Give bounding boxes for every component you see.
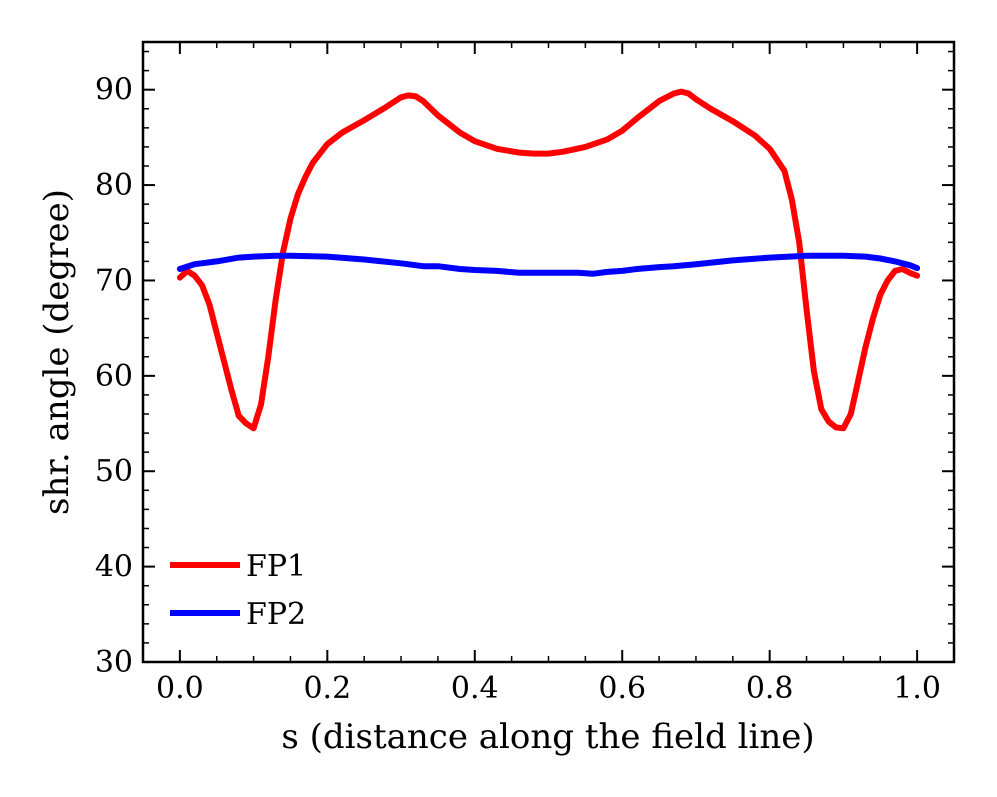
- tick-layer: [143, 42, 954, 663]
- y-tick-label: 50: [95, 454, 133, 489]
- legend-label-fp2: FP2: [246, 597, 306, 632]
- legend-label-fp1: FP1: [246, 549, 306, 584]
- y-tick-label: 40: [95, 550, 133, 585]
- x-axis-label: s (distance along the field line): [281, 717, 814, 757]
- series-layer: [176, 88, 921, 432]
- x-tick-label: 1.0: [893, 671, 941, 706]
- label-layer: 0.0 0.2 0.4 0.6 0.8 1.0 30 40 50 60 70 80 90: [95, 73, 941, 706]
- x-tick-label: 0.2: [303, 671, 351, 706]
- legend: FP1 FP2: [170, 549, 306, 632]
- x-tick-label: 0.0: [156, 671, 204, 706]
- y-tick-label: 30: [95, 645, 133, 680]
- y-tick-label: 80: [95, 168, 133, 203]
- x-tick-label: 0.8: [746, 671, 794, 706]
- x-tick-label: 0.6: [598, 671, 646, 706]
- y-tick-label: 90: [95, 73, 133, 108]
- series-line-fp1: [176, 88, 921, 432]
- y-axis-label: shr. angle (degree): [37, 189, 77, 515]
- y-tick-label: 70: [95, 263, 133, 298]
- x-tick-label: 0.4: [451, 671, 499, 706]
- y-tick-label: 60: [95, 359, 133, 394]
- series-line-fp2: [176, 252, 921, 277]
